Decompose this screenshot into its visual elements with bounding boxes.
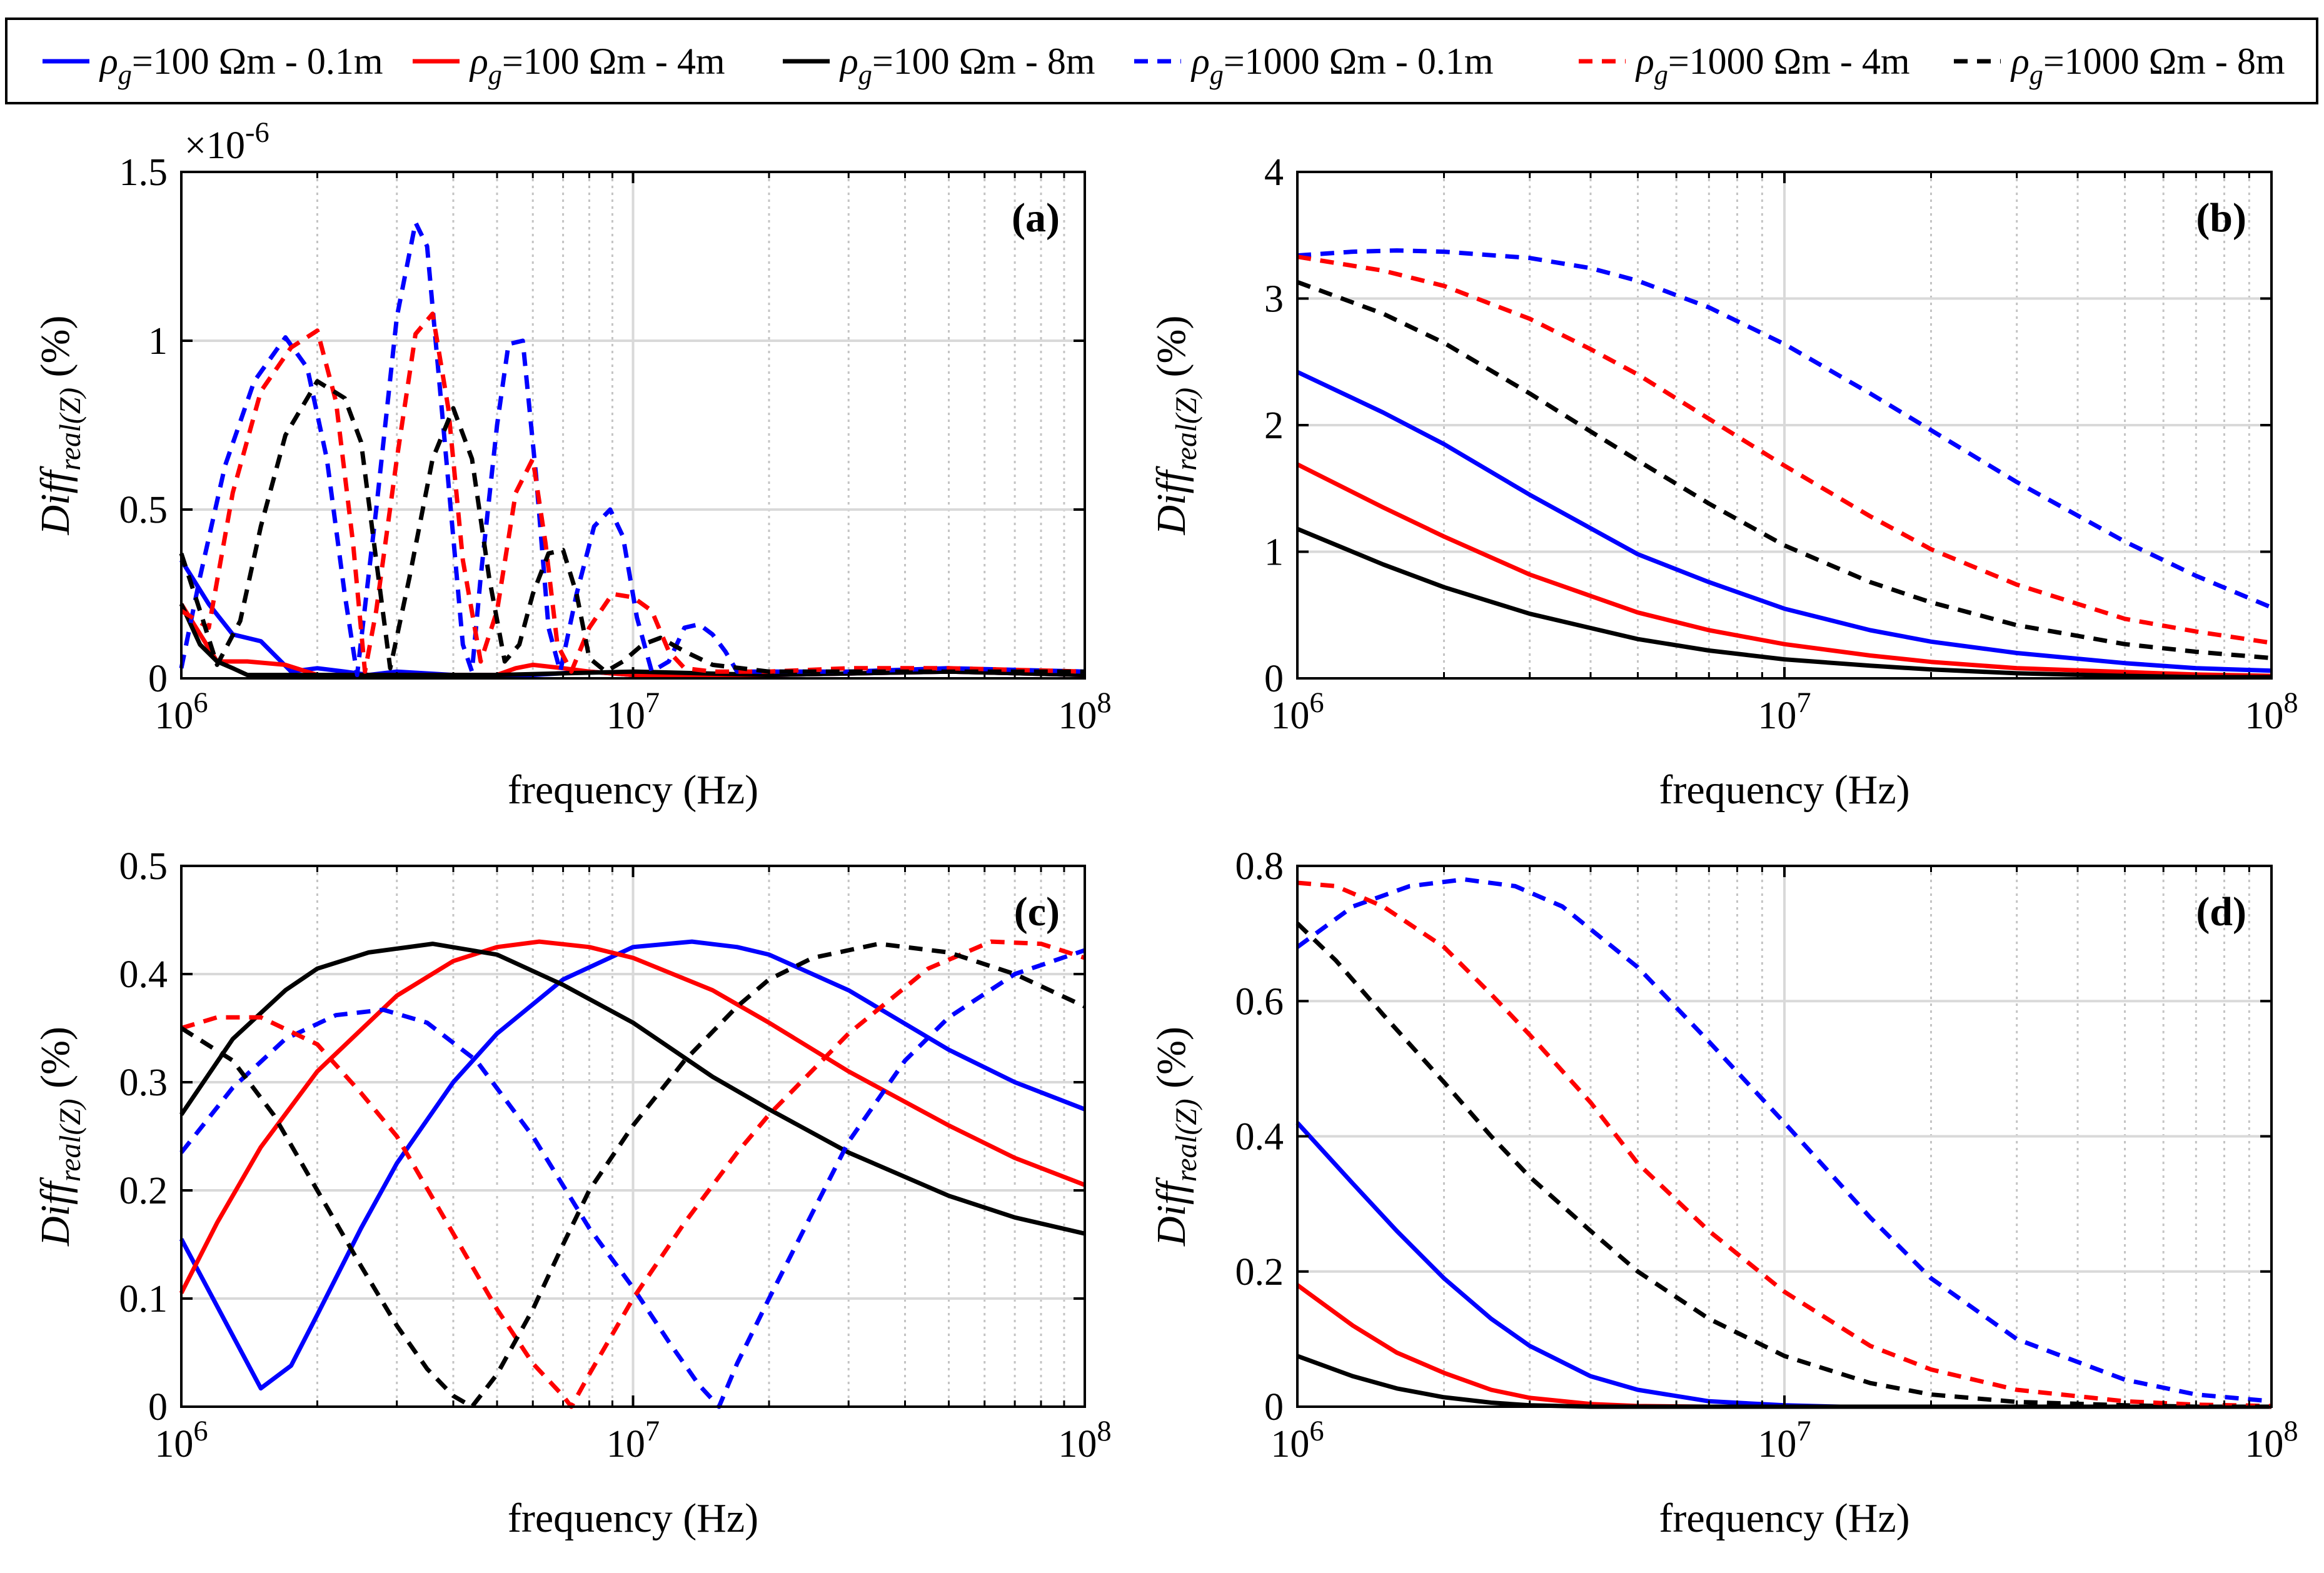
y-tick-label: 2 xyxy=(1264,405,1284,447)
x-tick-label: 106 xyxy=(154,1415,208,1465)
series-line-3 xyxy=(1297,248,2273,610)
ticks xyxy=(180,865,1086,1408)
x-axis-label: frequency (Hz) xyxy=(1659,1495,1909,1541)
ticks xyxy=(1296,865,2273,1408)
series-line-5 xyxy=(1295,922,2271,1409)
y-tick-label: 0 xyxy=(148,1386,168,1429)
series-line-4 xyxy=(180,311,1085,674)
x-axis-label: frequency (Hz) xyxy=(508,1495,758,1541)
series-line-3 xyxy=(179,948,1086,1409)
x-tick-label: 108 xyxy=(1058,687,1111,737)
y-tick-label: 4 xyxy=(1264,151,1284,194)
y-tick-label: 1.5 xyxy=(119,151,168,194)
y-tick-label: 0.5 xyxy=(119,845,168,888)
y-axis-label: Diffreal(Z) (%) xyxy=(1149,316,1203,536)
legend: ρg=100 Ωm - 0.1m ρg=100 Ωm - 4m ρg=100 Ωm … xyxy=(5,18,2318,104)
panel-label: (b) xyxy=(2196,195,2246,241)
series-line-5 xyxy=(180,942,1086,1409)
panel-d: 0 0.2 0.4 0.6 0.8 106 107 108 frequency (Hz) Diff… xyxy=(1149,845,2298,1541)
series-line-2 xyxy=(179,942,1085,1236)
legend-entry-1: ρg=100 Ωm - 4m xyxy=(469,41,725,90)
y-tick-label: 3 xyxy=(1264,278,1284,321)
y-tick-label: 0 xyxy=(1264,658,1284,700)
x-tick-label: 108 xyxy=(2245,687,2298,737)
panel-a: 0 0.5 1 1.5 106 107 108 frequency (Hz) Diffreal(… xyxy=(33,117,1112,813)
series-line-4 xyxy=(1297,880,2272,1409)
y-multiplier: ×10-6 xyxy=(184,117,269,167)
y-tick-label: 0.2 xyxy=(119,1170,168,1212)
y-tick-label: 0.2 xyxy=(1235,1251,1284,1294)
series-line-3 xyxy=(1295,877,2272,1404)
y-tick-label: 0.3 xyxy=(119,1062,168,1104)
x-tick-label: 106 xyxy=(1270,1415,1324,1465)
legend-entry-5: ρg=1000 Ωm - 8m xyxy=(2010,41,2285,90)
series-group xyxy=(179,220,1085,678)
series-line-5 xyxy=(1296,279,2272,661)
series-line-3 xyxy=(179,220,1085,678)
series-line-1 xyxy=(179,939,1086,1294)
y-tick-label: 0.4 xyxy=(119,953,168,996)
panel-b: 0 1 2 3 4 106 107 108 frequency (Hz) Diffreal(Z) … xyxy=(1149,151,2298,813)
y-axis-label: Diffreal(Z) (%) xyxy=(33,316,87,536)
y-tick-label: 0.4 xyxy=(1235,1116,1284,1158)
y-tick-label: 0.1 xyxy=(119,1278,168,1320)
ticks xyxy=(180,171,1086,680)
y-tick-label: 0 xyxy=(148,658,168,700)
y-axis-label: Diffreal(Z) (%) xyxy=(1149,1027,1203,1247)
panel-label: (a) xyxy=(1012,195,1060,241)
x-tick-label: 107 xyxy=(606,687,660,737)
panel-c: 0 0.1 0.2 0.3 0.4 0.5 106 107 108 frequency (Hz) D… xyxy=(33,845,1112,1541)
x-tick-label: 108 xyxy=(1058,1415,1111,1465)
series-line-1 xyxy=(1296,462,2272,678)
legend-entry-4: ρg=1000 Ωm - 4m xyxy=(1635,41,1910,90)
y-tick-label: 0 xyxy=(1264,1386,1284,1429)
y-tick-label: 1 xyxy=(1264,531,1284,574)
y-tick-label: 0.5 xyxy=(119,489,168,531)
panel-label: (d) xyxy=(2196,889,2246,935)
y-tick-label: 1 xyxy=(148,320,168,363)
series-line-4 xyxy=(1297,254,2272,645)
x-tick-label: 107 xyxy=(1758,1415,1811,1465)
x-axis-label: frequency (Hz) xyxy=(508,767,758,813)
panel-label: (c) xyxy=(1014,889,1060,935)
x-tick-label: 106 xyxy=(154,687,208,737)
series-line-2 xyxy=(179,603,1085,678)
legend-entry-2: ρg=100 Ωm - 8m xyxy=(839,41,1095,90)
x-tick-label: 107 xyxy=(606,1415,660,1465)
series-line-0 xyxy=(1296,369,2272,673)
legend-entry-3: ρg=1000 Ωm - 0.1m xyxy=(1190,41,1494,90)
x-axis-label: frequency (Hz) xyxy=(1659,767,1909,813)
series-line-5 xyxy=(179,379,1085,674)
series-line-0 xyxy=(179,939,1086,1391)
y-tick-label: 0.6 xyxy=(1235,980,1284,1023)
y-tick-label: 0.8 xyxy=(1235,845,1284,888)
y-axis-label: Diffreal(Z) (%) xyxy=(33,1027,87,1247)
ticks xyxy=(1296,171,2273,680)
x-tick-label: 106 xyxy=(1270,687,1324,737)
x-tick-label: 107 xyxy=(1758,687,1811,737)
x-tick-label: 108 xyxy=(2245,1415,2298,1465)
legend-entry-0: ρg=100 Ωm - 0.1m xyxy=(99,41,383,90)
